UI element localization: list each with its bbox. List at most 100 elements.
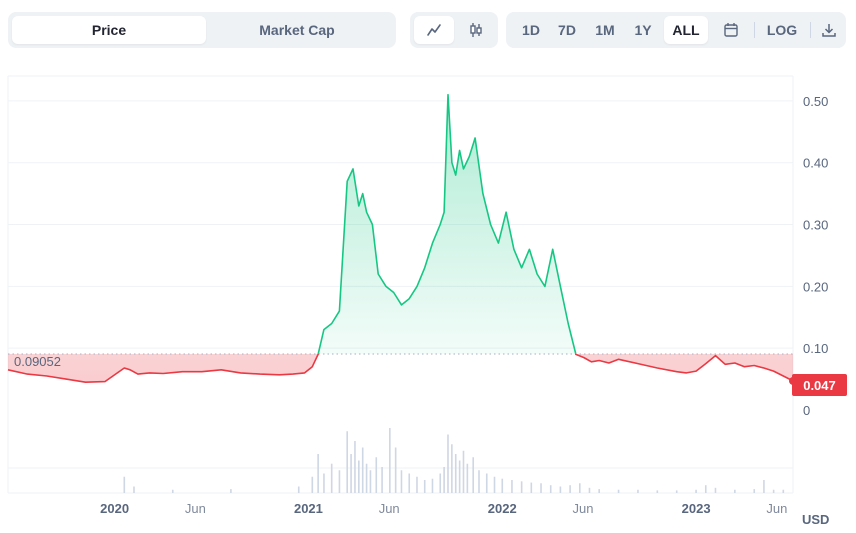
- range-1m[interactable]: 1M: [595, 22, 615, 38]
- volume-bar: [338, 470, 341, 493]
- volume-bar: [171, 489, 174, 493]
- volume-bar: [559, 486, 562, 493]
- volume-bar: [317, 454, 319, 493]
- candlestick-icon[interactable]: [456, 16, 496, 44]
- volume-bar: [323, 473, 325, 493]
- y-tick-label: 0.40: [803, 156, 828, 171]
- volume-bar: [451, 444, 453, 493]
- volume-bar: [400, 470, 403, 493]
- volume-bar: [361, 447, 364, 493]
- volume-bar: [569, 485, 571, 493]
- current-price-tag: 0.047: [792, 374, 847, 396]
- volume-bar: [695, 489, 697, 493]
- volume-bar: [704, 485, 707, 493]
- download-icon[interactable]: [816, 16, 842, 44]
- y-tick-label: 0.50: [803, 94, 828, 109]
- volume-bar: [365, 463, 368, 493]
- currency-label: USD: [802, 512, 830, 527]
- x-tick-label: 2020: [100, 501, 129, 516]
- volume-bar: [381, 467, 383, 493]
- x-tick-label: Jun: [185, 501, 206, 516]
- range-7d[interactable]: 7D: [558, 22, 576, 38]
- baseline-price-label: 0.09052: [14, 354, 61, 369]
- volume-bar: [346, 431, 348, 493]
- volume-bar: [133, 486, 135, 493]
- divider: [810, 22, 811, 38]
- volume-bar: [354, 441, 356, 493]
- volume-bar: [431, 478, 434, 493]
- volume-bar: [423, 480, 426, 493]
- volume-bar: [478, 470, 480, 493]
- volume-bar: [530, 482, 533, 493]
- volume-bar: [772, 489, 775, 493]
- area-fill-down: [8, 354, 793, 383]
- volume-bar: [714, 487, 717, 493]
- time-range-switch: 1D 7D 1M 1Y ALL LOG: [506, 12, 846, 48]
- volume-bar: [330, 463, 333, 493]
- volume-bar: [408, 473, 411, 493]
- y-tick-label: 0.30: [803, 218, 828, 233]
- x-tick-label: 2023: [682, 501, 711, 516]
- volume-bar: [369, 470, 372, 493]
- volume-bar: [472, 457, 474, 493]
- y-tick-label: 0: [803, 403, 810, 418]
- x-tick-label: 2022: [488, 501, 517, 516]
- x-tick-label: Jun: [379, 501, 400, 516]
- tab-market-cap[interactable]: Market Cap: [259, 22, 335, 38]
- price-line-down: [7, 354, 794, 383]
- volume-bar: [782, 489, 785, 493]
- chart-type-switch: Price Market Cap: [8, 12, 396, 48]
- volume-bar: [637, 489, 639, 493]
- x-tick-label: Jun: [766, 501, 787, 516]
- volume-bar: [462, 450, 465, 493]
- divider: [754, 22, 755, 38]
- volume-bar: [358, 460, 360, 493]
- price-line-up: [317, 93, 578, 355]
- volume-bar: [230, 489, 232, 493]
- area-fill-up: [8, 94, 793, 355]
- volume-bar: [540, 483, 542, 493]
- calendar-icon[interactable]: [714, 16, 748, 44]
- volume-bar: [501, 478, 504, 493]
- volume-bar: [123, 476, 126, 493]
- volume-bar: [656, 490, 659, 493]
- volume-bar: [458, 460, 461, 493]
- chart-style-switch: [410, 12, 498, 48]
- range-1d[interactable]: 1D: [522, 22, 540, 38]
- volume-bar: [439, 473, 442, 493]
- volume-bar: [598, 489, 600, 493]
- volume-bar: [520, 481, 523, 493]
- volume-bar: [493, 476, 496, 493]
- volume-bar: [549, 485, 552, 493]
- volume-bar: [511, 480, 513, 493]
- volume-bar: [578, 483, 581, 493]
- volume-bar: [375, 457, 378, 493]
- volume-bar: [447, 434, 449, 493]
- volume-bar: [443, 467, 445, 493]
- range-1y[interactable]: 1Y: [634, 22, 652, 38]
- volume-bar: [394, 447, 397, 493]
- tab-price[interactable]: Price: [12, 16, 206, 44]
- x-tick-label: Jun: [573, 501, 594, 516]
- volume-bar: [466, 463, 469, 493]
- volume-bar: [311, 476, 314, 493]
- volume-bar: [734, 489, 736, 493]
- line-chart-icon[interactable]: [414, 16, 454, 44]
- volume-bar: [588, 487, 591, 493]
- volume-bar: [416, 476, 418, 493]
- volume-bar: [454, 454, 457, 493]
- volume-bar: [617, 489, 620, 493]
- log-scale-button[interactable]: LOG: [766, 22, 798, 38]
- volume-bar: [350, 454, 352, 493]
- range-all[interactable]: ALL: [664, 16, 708, 44]
- y-tick-label: 0.10: [803, 341, 828, 356]
- volume-bar: [763, 480, 765, 493]
- y-tick-label: 0.20: [803, 279, 828, 294]
- x-tick-label: 2021: [294, 501, 323, 516]
- volume-bar: [753, 489, 756, 493]
- volume-bar: [389, 428, 391, 493]
- volume-bar: [485, 473, 488, 493]
- volume-bar: [297, 486, 300, 493]
- volume-bar: [675, 490, 678, 493]
